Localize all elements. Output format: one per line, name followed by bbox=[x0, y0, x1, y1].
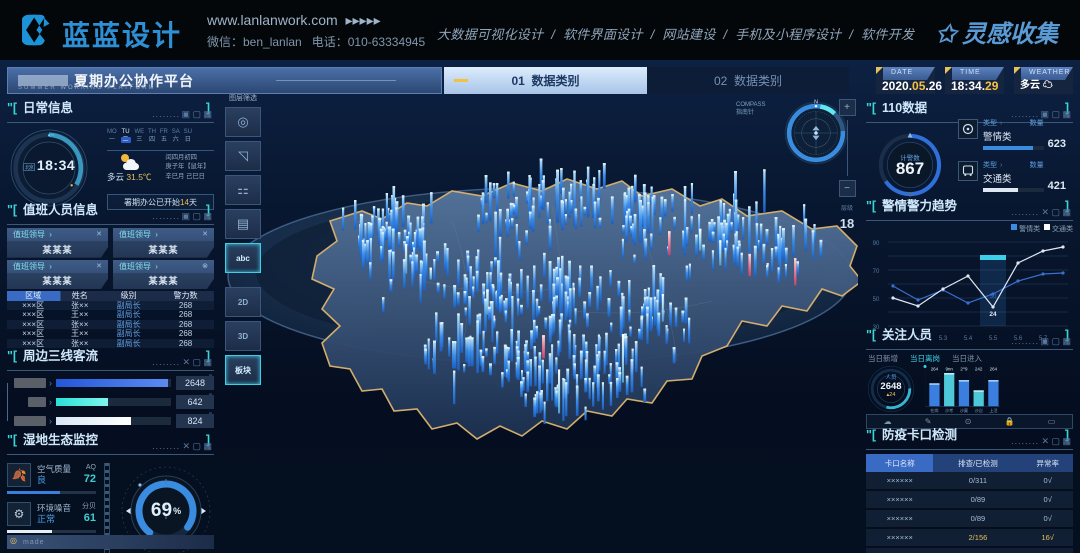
svg-text:沙考: 沙考 bbox=[945, 407, 953, 413]
svg-text:⌄: ⌄ bbox=[990, 259, 995, 265]
svg-text:70: 70 bbox=[873, 269, 880, 275]
svg-text:在岗: 在岗 bbox=[930, 407, 938, 413]
svg-text:242: 242 bbox=[975, 366, 983, 371]
svg-text:9nn: 9nn bbox=[945, 366, 953, 371]
svg-text:N: N bbox=[814, 99, 818, 105]
svg-text:264: 264 bbox=[931, 366, 939, 371]
svg-text:沙岂: 沙岂 bbox=[975, 407, 983, 413]
svg-text:2^9: 2^9 bbox=[960, 366, 968, 371]
svg-text:90: 90 bbox=[873, 241, 880, 247]
svg-text:50: 50 bbox=[873, 297, 880, 303]
svg-text:264: 264 bbox=[990, 366, 998, 371]
svg-text:上活: 上活 bbox=[989, 407, 997, 413]
svg-text:沙寞: 沙寞 bbox=[960, 407, 968, 413]
svg-text:24: 24 bbox=[989, 311, 997, 318]
